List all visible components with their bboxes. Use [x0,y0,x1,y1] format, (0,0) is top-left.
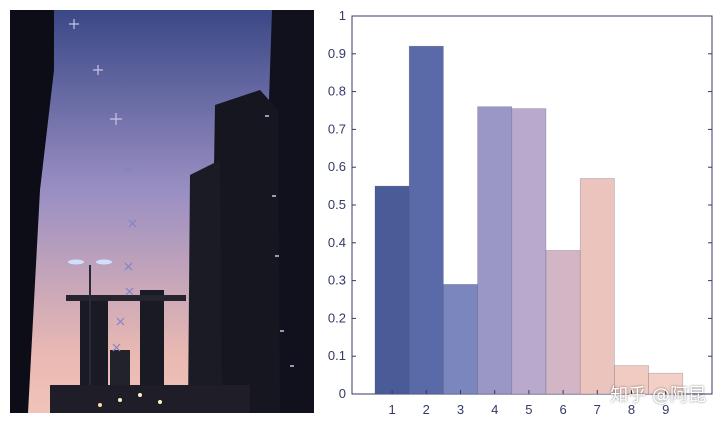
bar-3 [443,284,478,395]
y-tick-label: 0.2 [328,310,346,325]
y-tick-label: 0.6 [328,159,346,174]
marker-plus [69,19,122,125]
y-axis-ticks: 0 0.1 0.2 0.3 0.4 0.5 0.6 0.7 0.8 0.9 1 [328,8,712,401]
x-tick-label: 6 [559,402,566,417]
y-tick-label: 0.9 [328,46,346,61]
x-tick-label: 4 [491,402,498,417]
bar-4 [477,106,513,395]
x-tick-label: 3 [457,402,464,417]
x-tick-label: 5 [525,402,532,417]
right-building-front [188,160,222,413]
y-tick-label: 0.7 [328,121,346,136]
bar-2 [408,45,444,395]
x-axis-ticks: 1 2 3 4 5 6 7 8 9 [388,390,669,417]
overpass [66,295,186,301]
bar-chart: 0 0.1 0.2 0.3 0.4 0.5 0.6 0.7 0.8 0.9 1 1 2 3 4 5 6 7 8 9 [328,8,713,417]
bar-6 [545,250,581,395]
bar-5 [511,108,547,395]
x-tick-label: 8 [628,402,635,417]
y-tick-label: 0.4 [328,235,346,250]
x-tick-label: 9 [662,402,669,417]
y-tick-label: 0.1 [328,348,346,363]
x-tick-label: 1 [388,402,395,417]
bar-8 [614,365,649,395]
y-tick-label: 0.8 [328,84,346,99]
street [50,385,250,413]
city-sunset-photo [10,10,314,413]
marker-x [112,166,137,352]
x-tick-label: 7 [594,402,601,417]
right-building-mid [210,90,280,413]
y-tick-label: 0.5 [328,197,346,212]
building-windows [265,115,294,367]
right-building-tall [268,10,314,413]
bars [374,45,684,395]
watermark: 知乎 @阿昆 [610,385,706,406]
left-building [10,10,54,413]
y-tick-label: 0.3 [328,273,346,288]
y-tick-label: 0 [339,386,346,401]
bar-1 [374,185,410,395]
x-tick-label: 2 [423,402,430,417]
bar-7 [579,178,615,395]
y-tick-label: 1 [339,8,346,23]
